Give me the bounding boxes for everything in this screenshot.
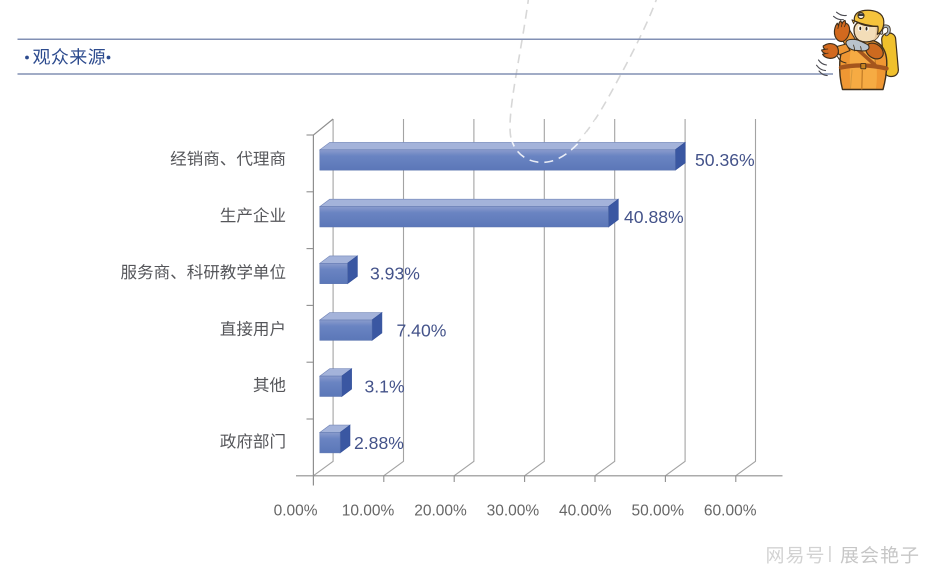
svg-text:3.93%: 3.93% <box>370 264 420 284</box>
svg-text:2.88%: 2.88% <box>354 433 404 453</box>
svg-text:3.1%: 3.1% <box>365 377 405 397</box>
svg-text:50.36%: 50.36% <box>695 150 755 170</box>
svg-text:7.40%: 7.40% <box>397 321 447 341</box>
svg-text:20.00%: 20.00% <box>414 503 467 520</box>
svg-text:50.00%: 50.00% <box>632 503 685 520</box>
svg-text:10.00%: 10.00% <box>342 503 395 520</box>
svg-text:40.88%: 40.88% <box>624 207 684 227</box>
svg-text:40.00%: 40.00% <box>559 503 612 520</box>
svg-text:60.00%: 60.00% <box>704 503 757 520</box>
svg-text:30.00%: 30.00% <box>487 503 540 520</box>
svg-text:0.00%: 0.00% <box>274 503 318 520</box>
